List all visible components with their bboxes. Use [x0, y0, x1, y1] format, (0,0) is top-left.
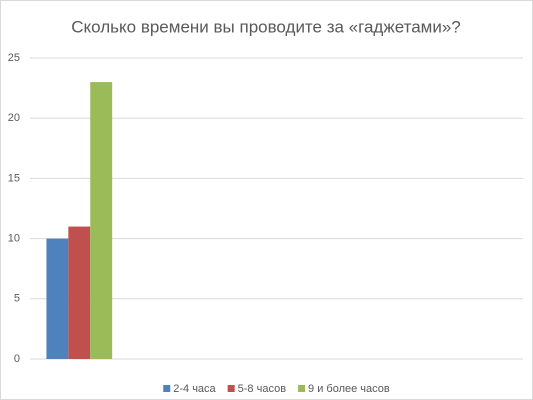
y-tick-label: 25: [8, 52, 20, 64]
y-tick-label: 5: [14, 293, 20, 305]
y-tick-label: 20: [8, 112, 20, 124]
legend-label: 9 и более часов: [308, 383, 390, 395]
legend-swatch: [227, 385, 235, 392]
legend-label: 5-8 часов: [238, 383, 287, 395]
chart-title: Сколько времени вы проводите за «гаджета…: [71, 17, 461, 36]
legend-label: 2-4 часа: [173, 383, 216, 395]
y-tick-label: 0: [14, 353, 20, 365]
bar: [46, 238, 69, 359]
bar: [68, 226, 91, 359]
bar: [90, 82, 113, 359]
y-tick-label: 10: [8, 233, 20, 245]
legend-swatch: [298, 385, 306, 392]
legend-swatch: [163, 385, 171, 392]
y-tick-label: 15: [8, 172, 20, 184]
